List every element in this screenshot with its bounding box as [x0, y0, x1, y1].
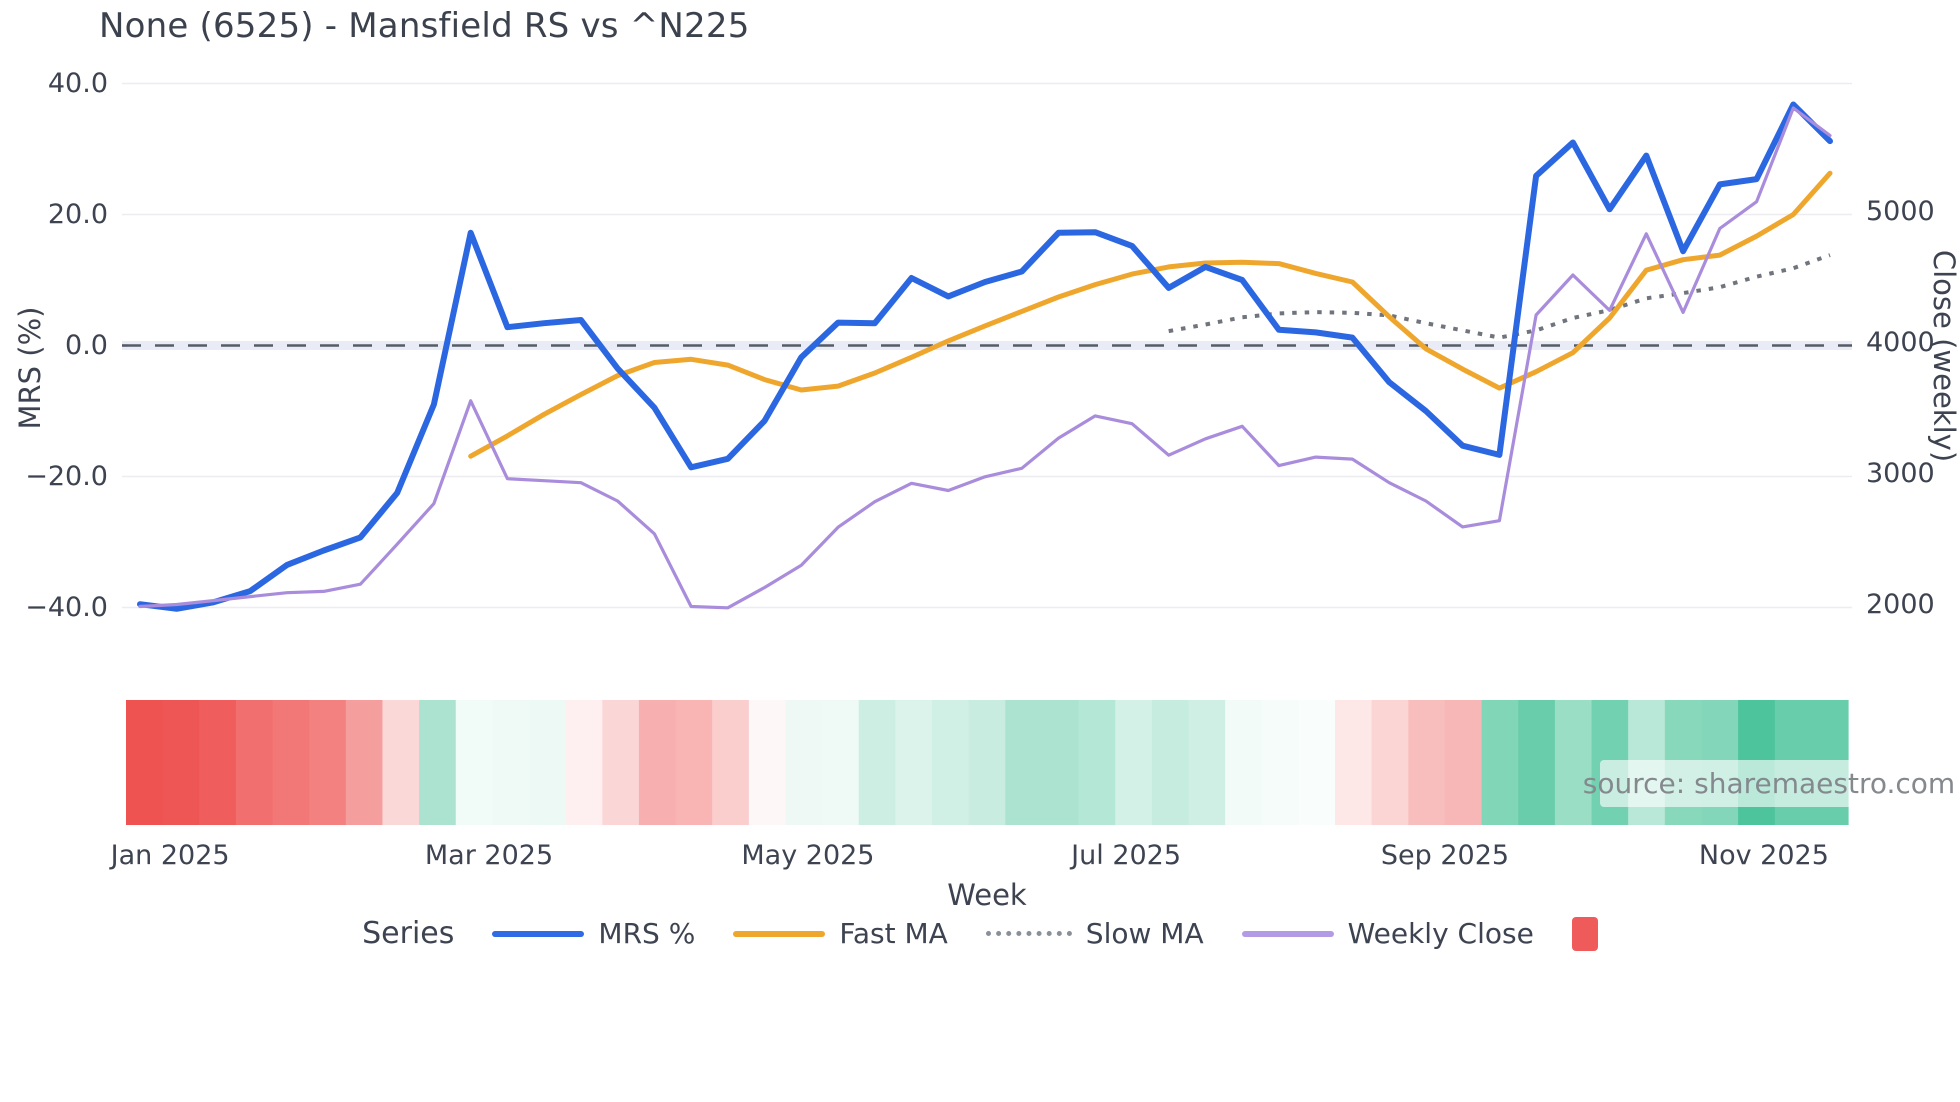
x-axis-title: Week [947, 878, 1027, 912]
series-line-slow-ma [1168, 253, 1831, 340]
heatmap-cell [309, 700, 347, 825]
heatmap-cell [162, 700, 200, 825]
left-tick-label: 40.0 [47, 67, 108, 99]
x-tick-label: May 2025 [741, 840, 875, 871]
source-watermark-box: source: sharemaestro.com [1583, 760, 1955, 807]
legend-swatch [985, 931, 1072, 936]
heatmap-cell [1335, 700, 1373, 825]
heatmap-cell [272, 700, 310, 825]
heatmap-cell [858, 700, 897, 825]
legend-label: MRS % [598, 917, 696, 950]
legend-title: Series [362, 916, 455, 951]
heatmap-cell [455, 700, 493, 825]
heatmap-cell [712, 700, 750, 825]
left-tick-label: −20.0 [25, 460, 108, 492]
heatmap-cell [1408, 700, 1446, 825]
legend-label: Fast MA [839, 917, 948, 950]
heatmap-cell [1005, 700, 1043, 825]
heatmap-cell [1481, 700, 1519, 825]
heatmap-cell [1041, 700, 1080, 825]
heatmap-cell [1371, 700, 1409, 825]
heatmap-cell [382, 700, 420, 825]
heatmap-cell [1115, 700, 1153, 825]
legend-item-heatmap [1571, 916, 1598, 951]
heatmap-cell [822, 700, 860, 825]
heatmap-cell [529, 700, 567, 825]
left-tick-label: 20.0 [47, 198, 108, 230]
heatmap-cell [602, 700, 640, 825]
legend-swatch [492, 930, 585, 937]
legend-swatch [1241, 930, 1334, 937]
heatmap-cell [126, 700, 164, 825]
heatmap-cell [748, 700, 787, 825]
heatmap-cell [199, 700, 237, 825]
left-tick-label: 0.0 [65, 329, 108, 361]
heatmap-cell [895, 700, 933, 825]
heatmap-cell [419, 700, 457, 825]
legend-label: Weekly Close [1347, 917, 1534, 950]
heatmap-cell [785, 700, 823, 825]
heatmap-cell [492, 700, 530, 825]
heatmap-cell [565, 700, 603, 825]
x-tick-label: Jul 2025 [1071, 840, 1182, 871]
legend-swatch [733, 930, 826, 937]
legend-item-mrs-: MRS % [492, 917, 695, 950]
heatmap-cell [235, 700, 274, 825]
left-axis-title: MRS (%) [13, 306, 47, 430]
heatmap-cell [638, 700, 677, 825]
right-tick-label: 4000 [1866, 326, 1935, 358]
heatmap-cell [968, 700, 1006, 825]
chart-title: None (6525) - Mansfield RS vs ^N225 [99, 6, 750, 46]
legend-item-weekly-close: Weekly Close [1241, 917, 1534, 950]
legend: Series MRS % Fast MA Slow MA Weekly Close [0, 916, 1960, 951]
heatmap-cell [1518, 700, 1556, 825]
right-tick-label: 3000 [1866, 457, 1935, 489]
series-line-fast-ma [468, 170, 1833, 459]
series-line-mrs- [137, 101, 1833, 612]
right-tick-label: 5000 [1866, 195, 1935, 227]
x-tick-label: Sep 2025 [1380, 840, 1510, 871]
heatmap-cell [1225, 700, 1263, 825]
left-tick-label: −40.0 [25, 591, 108, 623]
source-note: source: sharemaestro.com [1582, 767, 1956, 800]
heatmap-cell [1444, 700, 1483, 825]
heatmap-cell [1078, 700, 1116, 825]
legend-label: Slow MA [1085, 917, 1204, 950]
right-tick-label: 2000 [1866, 588, 1935, 620]
x-tick-label: Jan 2025 [110, 840, 230, 871]
x-tick-label: Nov 2025 [1698, 840, 1829, 871]
heatmap-cell [932, 700, 970, 825]
legend-swatch [1571, 916, 1598, 951]
legend-item-slow-ma: Slow MA [985, 917, 1204, 950]
heatmap-cell [1188, 700, 1226, 825]
heatmap-cell [1298, 700, 1336, 825]
series-line-weekly-close [138, 106, 1832, 610]
heatmap-cell [345, 700, 384, 825]
legend-item-fast-ma: Fast MA [733, 917, 948, 950]
heatmap-cell [1261, 700, 1300, 825]
heatmap-cell [1554, 700, 1593, 825]
x-tick-label: Mar 2025 [424, 840, 554, 871]
heatmap-cell [675, 700, 713, 825]
heatmap-cell [1151, 700, 1190, 825]
